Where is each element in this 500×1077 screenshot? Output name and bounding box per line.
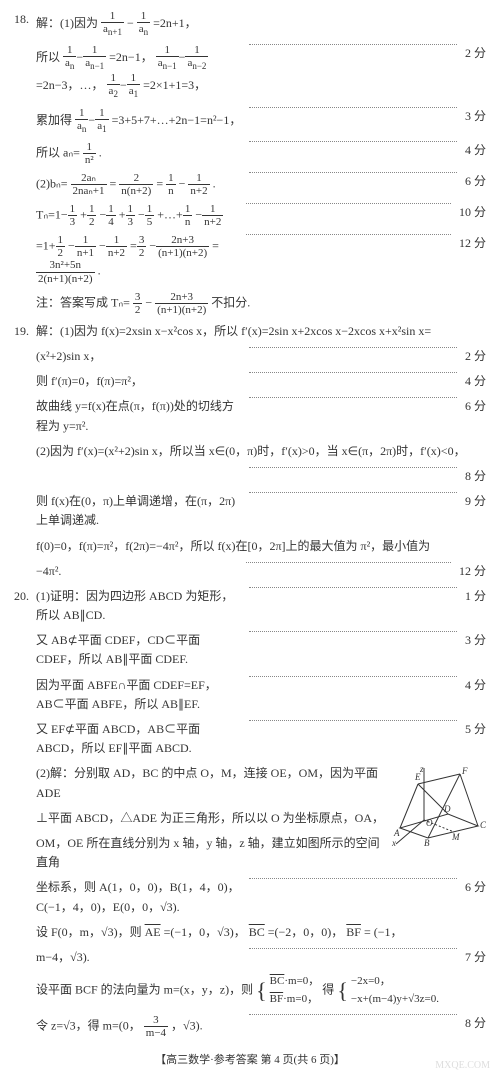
label-B: B [424, 838, 430, 848]
q20-line12: 令 z=√3，得 m=(0， 3m−4 ，√3). 8 分 [36, 1014, 486, 1039]
label-C: C [480, 820, 486, 830]
q19-line3: 则 f′(π)=0，f(π)=π²，4 分 [36, 372, 486, 391]
q20-line1: 20. (1)证明：因为四边形 ABCD 为矩形，所以 AB∥CD.1 分 [14, 587, 486, 625]
label-z: z [419, 766, 424, 774]
q20-line7: OM，OE 所在直线分别为 x 轴，y 轴，z 轴，建立如图所示的空间直角 [36, 834, 384, 872]
q20-line8: 坐标系，则 A(1，0，0)，B(1，4，0)，C(−1，4，0)，E(0，0，… [36, 878, 486, 916]
watermark: MXQE.COM [435, 1060, 490, 1071]
q19-line2: (x²+2)sin x，2 分 [36, 347, 486, 366]
label-A: A [393, 828, 400, 838]
page-footer: 【高三数学·参考答案 第 4 页(共 6 页)】 [14, 1051, 486, 1067]
q18-note: 注：答案写成 Tₙ= 32 − 2n+3(n+1)(n+2) 不扣分. [36, 291, 486, 316]
label-x: x [391, 838, 396, 848]
q20-line11: 设平面 BCF 的法向量为 m=(x，y，z)，则 { BC·m=0， BF·m… [36, 973, 486, 1008]
vector-BF: BF [346, 925, 361, 939]
vector-AE: AE [145, 925, 161, 939]
dots [249, 44, 458, 45]
q19-line5: (2)因为 f′(x)=(x²+2)sin x，所以当 x∈(0，π)时，f′(… [36, 442, 486, 461]
q19-line5b: 8 分 [36, 467, 486, 486]
q20-line4: 又 EF⊄平面 ABCD，AB⊂平面 ABCD，所以 EF∥平面 ABCD.5 … [36, 720, 486, 758]
text: 解：(1)因为 [36, 16, 98, 30]
q20-line2: 又 AB⊄平面 CDEF，CD⊂平面 CDEF，所以 AB∥平面 CDEF.3 … [36, 631, 486, 669]
score: 2 分 [465, 44, 486, 63]
q19-line8: −4π².12 分 [36, 562, 486, 581]
label-D: D [443, 804, 451, 814]
q18-line6: Tₙ=1−13 +12 −14 +13 −15 +…+1n −1n+2 10 分 [36, 203, 486, 228]
fraction: 1an+1 [101, 10, 124, 38]
q20-line6: ⊥平面 ABCD，△ADE 为正三角形，所以以 O 为坐标原点，OA， [36, 809, 384, 828]
q20-line10: m−4，√3).7 分 [36, 948, 486, 967]
q18-number: 18. [14, 10, 36, 29]
q18-l1-content: 解：(1)因为 1an+1 − 1an =2n+1， [36, 10, 486, 38]
text: =2n+1， [153, 16, 197, 30]
q18-line5: (2)bₙ= 2aₙ2naₙ+1 = 2n(n+2) = 1n − 1n+2 .… [36, 172, 486, 197]
q20-line5: (2)解：分别取 AD，BC 的中点 O，M，连接 OE，OM，因为平面 ADE [36, 764, 384, 802]
fraction: 1an [137, 10, 150, 38]
q19-line6: 则 f(x)在(0，π)上单调递增，在(π，2π)上单调递减.9 分 [36, 492, 486, 530]
q19-line4: 故曲线 y=f(x)在点(π，f(π))处的切线方程为 y=π².6 分 [36, 397, 486, 435]
vector-BC: BC [249, 925, 265, 939]
geometry-diagram: E F D O C A B M x z [390, 766, 486, 852]
q18-line4: 所以 aₙ= 1n² . 4 分 [36, 141, 486, 166]
q20-line3: 因为平面 ABFE∩平面 CDEF=EF，AB⊂平面 ABFE，所以 AB∥EF… [36, 676, 486, 714]
q20-line9: 设 F(0，m，√3)，则 AE =(−1，0，√3)， BC =(−2，0，0… [36, 923, 486, 942]
q18-line7: =1+12 −1n+1 −1n+2 =32 −2n+3(n+1)(n+2) =3… [36, 234, 486, 284]
q18-line3: 累加得 1an−1a1 =3+5+7+…+2n−1=n²−1， 3 分 [36, 107, 486, 135]
q19-line7: f(0)=0，f(π)=π²，f(2π)=−4π²，所以 f(x)在[0，2π]… [36, 537, 486, 556]
q18-line1: 18. 解：(1)因为 1an+1 − 1an =2n+1， [14, 10, 486, 38]
q18-l2-content: 所以 1an−1an−1 =2n−1， 1an−1−1an−2 =2n−3，…，… [36, 44, 245, 100]
q19-line1: 19. 解：(1)因为 f(x)=2xsin x−x²cos x，所以 f′(x… [14, 322, 486, 341]
label-O: O [426, 818, 433, 828]
label-F: F [461, 766, 468, 776]
q18-line2: 所以 1an−1an−1 =2n−1， 1an−1−1an−2 =2n−3，…，… [36, 44, 486, 100]
answer-page: 18. 解：(1)因为 1an+1 − 1an =2n+1， 所以 1an−1a… [0, 0, 500, 1077]
label-M: M [451, 832, 460, 842]
